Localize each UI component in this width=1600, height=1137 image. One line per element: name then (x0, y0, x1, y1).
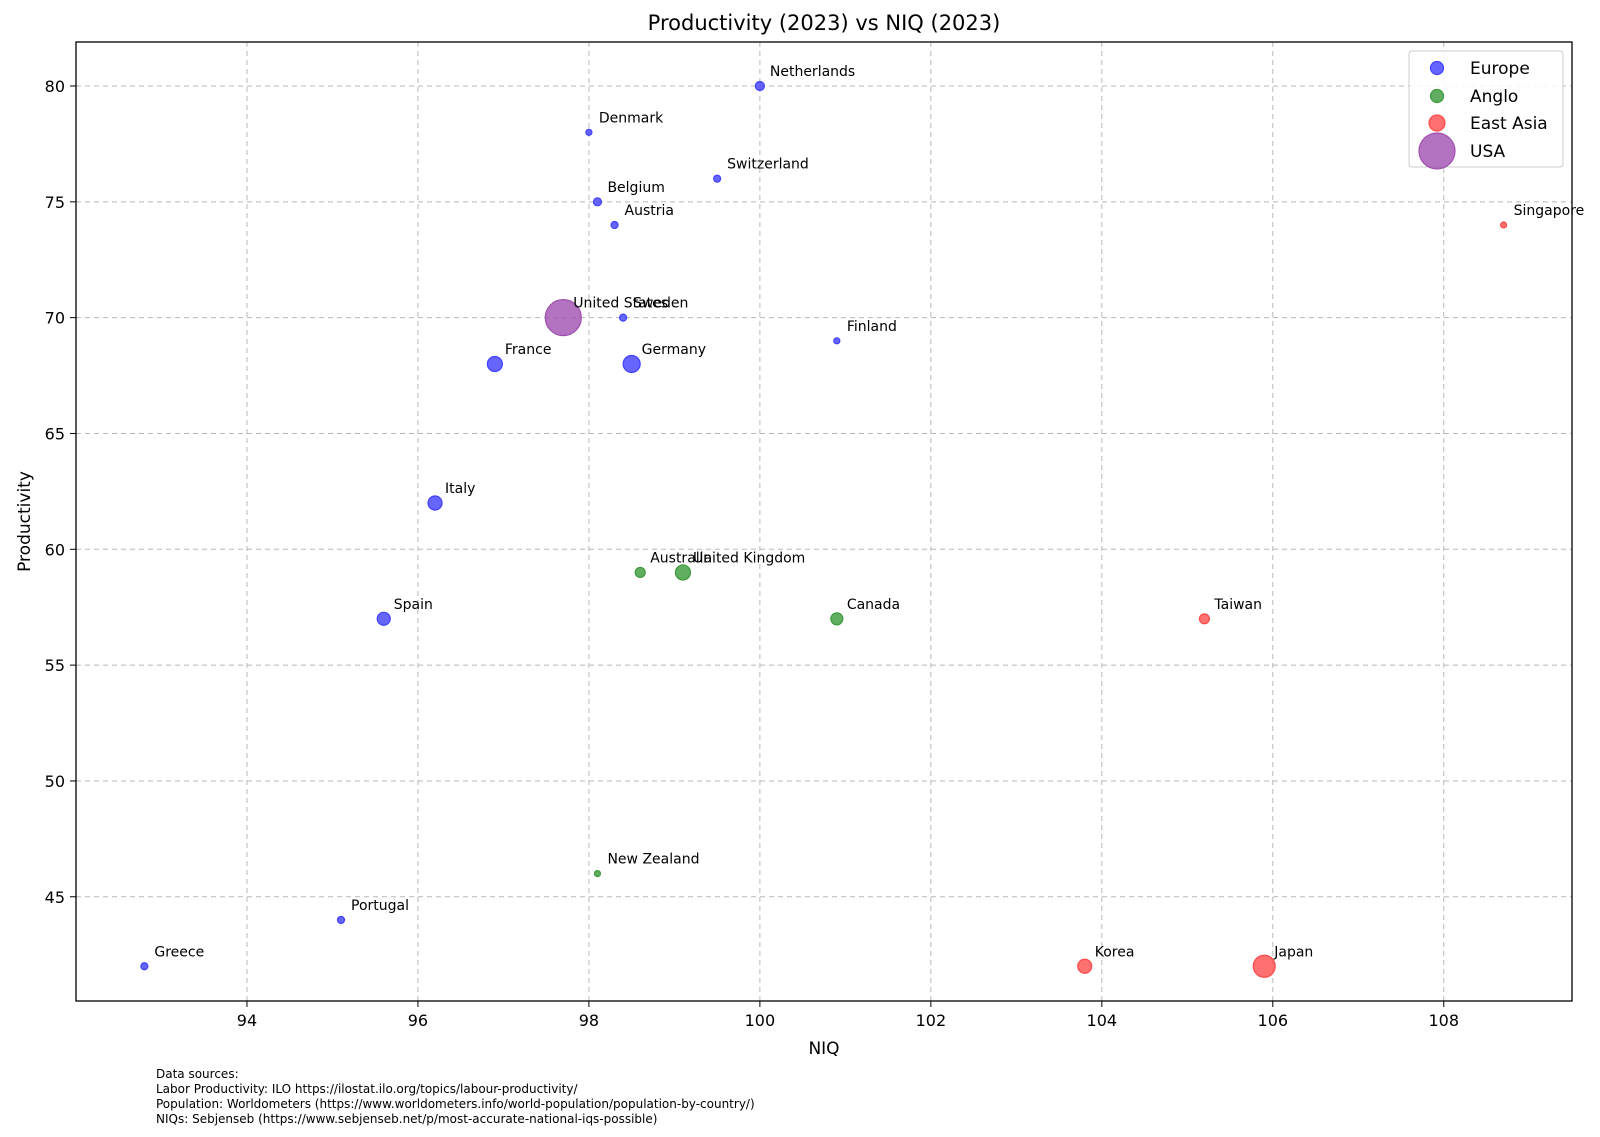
data-point (336, 915, 346, 925)
data-point-label: Spain (394, 597, 433, 613)
data-point-label: Austria (625, 203, 674, 219)
x-tick-label: 102 (916, 1011, 947, 1030)
data-point (140, 962, 149, 971)
data-sources-note: Data sources: Labor Productivity: ILO ht… (156, 1067, 755, 1127)
data-point (622, 354, 641, 374)
data-point (1252, 954, 1276, 978)
y-axis-label: Productivity (15, 471, 35, 572)
data-point (1077, 958, 1093, 974)
points (140, 80, 1508, 978)
data-point (674, 564, 692, 581)
x-tick-label: 98 (579, 1011, 599, 1030)
data-point-label: Korea (1095, 944, 1135, 960)
data-point-label: Singapore (1514, 203, 1585, 219)
y-tick-label: 75 (45, 193, 65, 212)
y-tick-label: 80 (45, 77, 65, 96)
point-labels: Netherlands Denmark Switzerland Belgium Aust… (154, 64, 1584, 960)
data-point (592, 197, 603, 207)
y-tick-label: 50 (45, 772, 65, 791)
data-point (754, 80, 765, 92)
data-point (427, 495, 443, 511)
data-point (593, 869, 602, 878)
y-tick-label: 45 (45, 888, 65, 907)
x-tick-label: 104 (1087, 1011, 1118, 1030)
data-point (376, 611, 391, 626)
grid (76, 42, 1572, 1001)
data-point (1198, 613, 1211, 625)
data-point-label: Italy (445, 481, 475, 497)
data-point (544, 299, 582, 337)
x-axis-label: NIQ (808, 1039, 839, 1059)
data-point-label: Greece (154, 944, 204, 960)
x-tick-label: 100 (745, 1011, 776, 1030)
data-point-label: Switzerland (727, 157, 809, 173)
legend-marker (1429, 88, 1445, 104)
axis-ticks: 94 96 98 100 102 104 106 108 45 50 55 60 65 70 75 80 (45, 77, 1459, 1030)
plot-frame (75, 41, 1573, 1002)
data-point (833, 337, 841, 345)
legend-marker (1418, 132, 1456, 170)
source-line: Labor Productivity: ILO https://ilostat.… (156, 1082, 578, 1096)
y-tick-label: 60 (45, 540, 65, 559)
legend-label: Anglo (1470, 87, 1518, 107)
data-point-label: Germany (642, 342, 706, 358)
data-point (486, 355, 503, 373)
legend-marker (1429, 60, 1445, 76)
data-point (634, 566, 646, 579)
legend: Europe Anglo East Asia USA (1408, 50, 1564, 170)
data-point (619, 313, 628, 322)
data-point-label: Sweden (633, 296, 688, 312)
data-point (713, 174, 722, 183)
sources-heading: Data sources: (156, 1067, 239, 1081)
data-point-label: Denmark (599, 110, 664, 126)
source-line: NIQs: Sebjenseb (https://www.sebjenseb.n… (156, 1112, 658, 1126)
data-point-label: Finland (847, 319, 897, 335)
data-point (610, 220, 619, 230)
legend-label: Europe (1470, 59, 1530, 79)
data-point (585, 128, 593, 136)
data-point-label: Canada (847, 597, 900, 613)
y-tick-label: 55 (45, 656, 65, 675)
x-tick-label: 106 (1258, 1011, 1289, 1030)
legend-label: USA (1470, 142, 1506, 162)
source-line: Population: Worldometers (https://www.wo… (156, 1097, 755, 1111)
data-point-label: France (505, 342, 552, 358)
data-point (830, 612, 844, 626)
data-point-label: Japan (1273, 944, 1313, 960)
data-point-label: New Zealand (607, 852, 699, 868)
data-point-label: Netherlands (770, 64, 855, 80)
x-tick-label: 96 (408, 1011, 428, 1030)
chart-title: Productivity (2023) vs NIQ (2023) (648, 11, 1001, 35)
data-point-label: Australia (650, 550, 712, 566)
data-point-label: Portugal (351, 898, 409, 914)
legend-marker (1428, 114, 1446, 132)
data-point-label: Taiwan (1213, 597, 1262, 613)
data-point-label: United States (573, 296, 668, 312)
data-point-label: Belgium (607, 180, 664, 196)
x-tick-label: 108 (1428, 1011, 1459, 1030)
y-tick-label: 70 (45, 309, 65, 328)
data-point (1500, 221, 1508, 229)
data-point-label: United Kingdom (693, 550, 805, 566)
legend-label: East Asia (1470, 114, 1548, 134)
x-tick-label: 94 (237, 1011, 257, 1030)
y-tick-label: 65 (45, 424, 65, 443)
